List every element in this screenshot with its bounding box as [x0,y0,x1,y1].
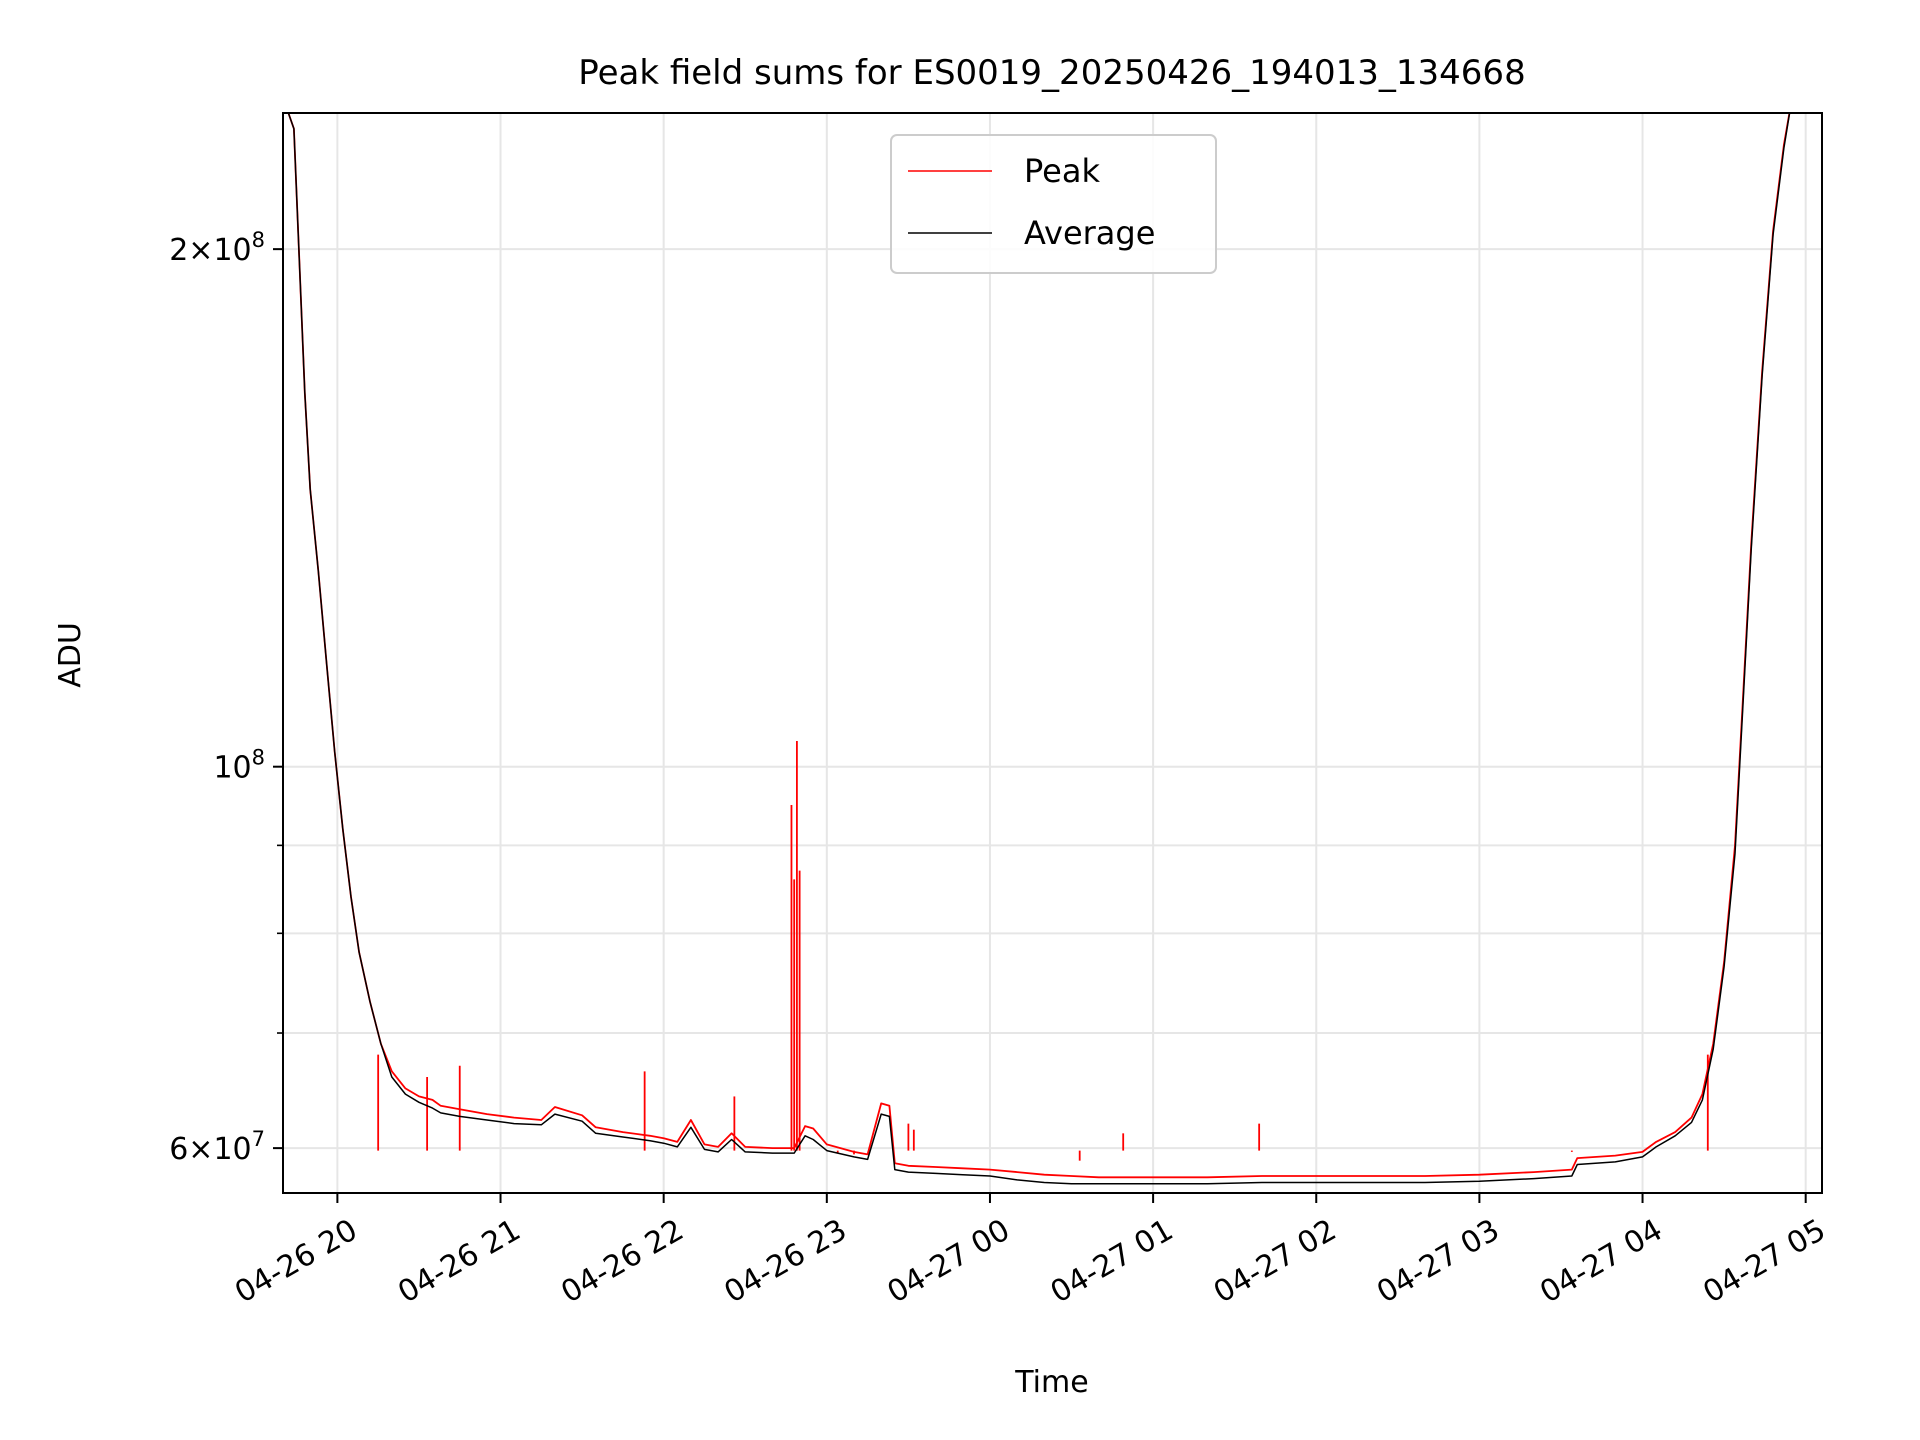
y-axis-label: ADU [53,622,88,688]
peak-series-line [287,113,1791,1179]
y-tick-label: 2×108 [169,228,265,268]
plot-frame [282,112,1823,1194]
y-tick-label: 6×107 [169,1127,265,1167]
legend-box [890,134,1217,274]
plot-data [287,113,1791,1185]
legend: Peak Average [890,134,1217,274]
grid [283,113,1822,1193]
legend-peak-label: Peak [1024,152,1100,190]
average-series-line [287,113,1791,1185]
chart-title: Peak field sums for ES0019_20250426_1940… [578,53,1525,93]
x-axis-label: Time [1014,1365,1088,1400]
legend-average-label: Average [1024,214,1155,252]
